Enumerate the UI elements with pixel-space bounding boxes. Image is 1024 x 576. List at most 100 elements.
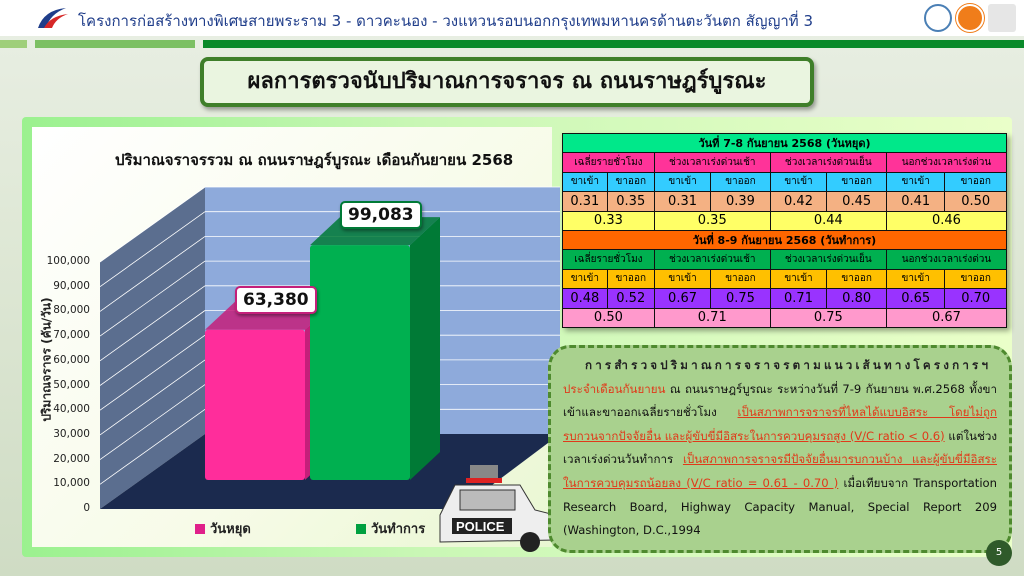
average-row: 0.50 0.71 0.75 0.67 <box>562 307 1008 328</box>
summary-lead: การสำรวจปริมาณการจราจรตามแนวเส้นทางโครงก… <box>585 358 992 372</box>
average-row: 0.33 0.35 0.44 0.46 <box>562 210 1008 231</box>
gridline <box>99 359 206 436</box>
vc-value-cell: 0.75 <box>710 288 771 309</box>
direction-row: ขาเข้า ขาออก ขาเข้า ขาออก ขาเข้า ขาออก ขาเข้าข… <box>562 171 1007 193</box>
vc-value-cell: 0.45 <box>826 191 887 212</box>
y-tick-label: 60,000 <box>53 353 90 366</box>
gridline <box>99 310 206 386</box>
direction-cell: ขาออก <box>710 171 771 193</box>
gridline <box>99 334 206 411</box>
partner-logo-seal <box>924 4 952 32</box>
partner-logo-it <box>956 4 984 32</box>
gridline <box>99 236 206 312</box>
value-row: 0.48 0.52 0.67 0.75 0.71 0.80 0.65 0.70 <box>562 288 1007 309</box>
category-row: เฉลี่ยรายชั่วโมง ช่วงเวลาเร่งด่วนเช้า ช่วง… <box>562 249 1008 270</box>
gridline <box>99 285 206 362</box>
exat-logo <box>38 8 68 28</box>
legend-swatch <box>195 523 205 534</box>
direction-cell: ขาเข้า <box>769 268 828 290</box>
summary-reference: เมื่อเทียบจาก Transportation Research Bo… <box>563 475 997 538</box>
vc-value-cell: 0.31 <box>562 191 608 212</box>
summary-textbox: การสำรวจปริมาณการจราจรตามแนวเส้นทางโครงก… <box>548 345 1012 553</box>
decor-strip <box>203 40 1024 48</box>
y-tick-label: 70,000 <box>53 329 90 342</box>
legend-item-holiday: วันหยุด <box>195 518 251 539</box>
category-cell: นอกช่วงเวลาเร่งด่วน <box>885 152 1008 173</box>
category-row: เฉลี่ยรายชั่วโมง ช่วงเวลาเร่งด่วนเช้า ช่วง… <box>562 152 1008 173</box>
summary-text: แต่ในช่วงเวลาเร่งด่วนวันทำการ <box>563 428 997 467</box>
gridline <box>99 211 206 288</box>
vc-value-cell: 0.67 <box>653 288 712 309</box>
direction-cell: ขาออก <box>826 268 887 290</box>
vc-value-cell: 0.41 <box>885 191 946 212</box>
direction-cell: ขาเข้า <box>653 171 712 193</box>
gridline <box>99 408 206 485</box>
legend-item-workday: วันทำการ <box>356 518 425 539</box>
bar-workday <box>310 245 410 480</box>
direction-cell: ขาออก <box>944 268 1007 290</box>
gridline <box>99 384 206 460</box>
header-bar: โครงการก่อสร้างทางพิเศษสายพระราม 3 - ดาว… <box>0 0 1024 36</box>
vc-value-cell: 0.65 <box>885 288 946 309</box>
direction-cell: ขาออก <box>944 171 1007 193</box>
y-tick-label: 90,000 <box>53 279 90 292</box>
legend-label: วันหยุด <box>210 522 251 537</box>
summary-highlight-1: เป็นสภาพการจราจรที่ไหลได้แบบอิสระ โดยไม่… <box>563 405 997 443</box>
category-cell: ช่วงเวลาเร่งด่วนเย็น <box>769 249 887 270</box>
decor-strip <box>0 40 27 48</box>
category-cell: ช่วงเวลาเร่งด่วนเช้า <box>653 152 771 173</box>
vc-average-cell: 0.67 <box>885 307 1008 328</box>
category-cell: นอกช่วงเวลาเร่งด่วน <box>885 249 1008 270</box>
vc-value-cell: 0.50 <box>944 191 1007 212</box>
direction-row: ขาเข้า ขาออก ขาเข้า ขาออก ขาเข้า ขาออก ขาเข้าข… <box>562 268 1007 290</box>
vc-value-cell: 0.35 <box>606 191 655 212</box>
decor-strip <box>35 40 195 48</box>
direction-cell: ขาเข้า <box>885 268 946 290</box>
summary-text: ณ ถนนราษฎร์บูรณะ ระหว่างวันที่ 7-9 กันยา… <box>563 381 997 420</box>
legend-swatch <box>356 523 366 534</box>
gridline <box>99 260 206 337</box>
chart-title: ปริมาณจราจรรวม ณ ถนนราษฎร์บูรณะ เดือนกัน… <box>115 151 514 169</box>
bar-holiday <box>205 329 305 480</box>
vc-average-cell: 0.75 <box>769 307 887 328</box>
vc-value-cell: 0.70 <box>944 288 1007 309</box>
direction-cell: ขาเข้า <box>562 171 608 193</box>
direction-cell: ขาออก <box>826 171 887 193</box>
y-tick-label: 30,000 <box>53 427 90 440</box>
summary-highlight-2: เป็นสภาพการจราจรมีปัจจัยอื่นมารบกวนบ้าง … <box>563 452 997 490</box>
table-heading-row: วันที่ 8-9 กันยายน 2568 (วันทำการ) <box>562 229 1007 251</box>
vc-value-cell: 0.52 <box>606 288 655 309</box>
category-cell: เฉลี่ยรายชั่วโมง <box>562 152 655 173</box>
category-cell: ช่วงเวลาเร่งด่วนเย็น <box>769 152 887 173</box>
header-title: โครงการก่อสร้างทางพิเศษสายพระราม 3 - ดาว… <box>78 12 813 30</box>
category-cell: เฉลี่ยรายชั่วโมง <box>562 249 655 270</box>
direction-cell: ขาออก <box>606 171 655 193</box>
vc-average-cell: 0.44 <box>769 210 887 231</box>
vc-value-cell: 0.39 <box>710 191 771 212</box>
y-tick-label: 10,000 <box>53 477 90 490</box>
direction-cell: ขาออก <box>606 268 655 290</box>
vc-average-cell: 0.33 <box>562 210 655 231</box>
data-label: 63,380 <box>235 285 317 314</box>
vc-value-cell: 0.31 <box>653 191 712 212</box>
partner-logo-emblem <box>988 4 1016 32</box>
y-tick-label: 80,000 <box>53 304 90 317</box>
police-car-icon: POLICE <box>439 465 556 552</box>
y-tick-label: 20,000 <box>53 452 90 465</box>
vc-value-cell: 0.80 <box>826 288 887 309</box>
direction-cell: ขาเข้า <box>885 171 946 193</box>
category-cell: ช่วงเวลาเร่งด่วนเช้า <box>653 249 771 270</box>
vc-average-cell: 0.35 <box>653 210 771 231</box>
value-row: 0.31 0.35 0.31 0.39 0.42 0.45 0.41 0.50 <box>562 191 1007 212</box>
direction-cell: ขาเข้า <box>653 268 712 290</box>
police-text: POLICE <box>456 519 505 534</box>
y-tick-label: 40,000 <box>53 403 90 416</box>
vc-average-cell: 0.46 <box>885 210 1008 231</box>
page-number: 5 <box>986 540 1012 566</box>
y-tick-label: 50,000 <box>53 378 90 391</box>
y-tick-label: 100,000 <box>46 255 90 267</box>
gridline <box>99 186 206 263</box>
direction-cell: ขาเข้า <box>769 171 828 193</box>
vc-average-cell: 0.50 <box>562 307 655 328</box>
